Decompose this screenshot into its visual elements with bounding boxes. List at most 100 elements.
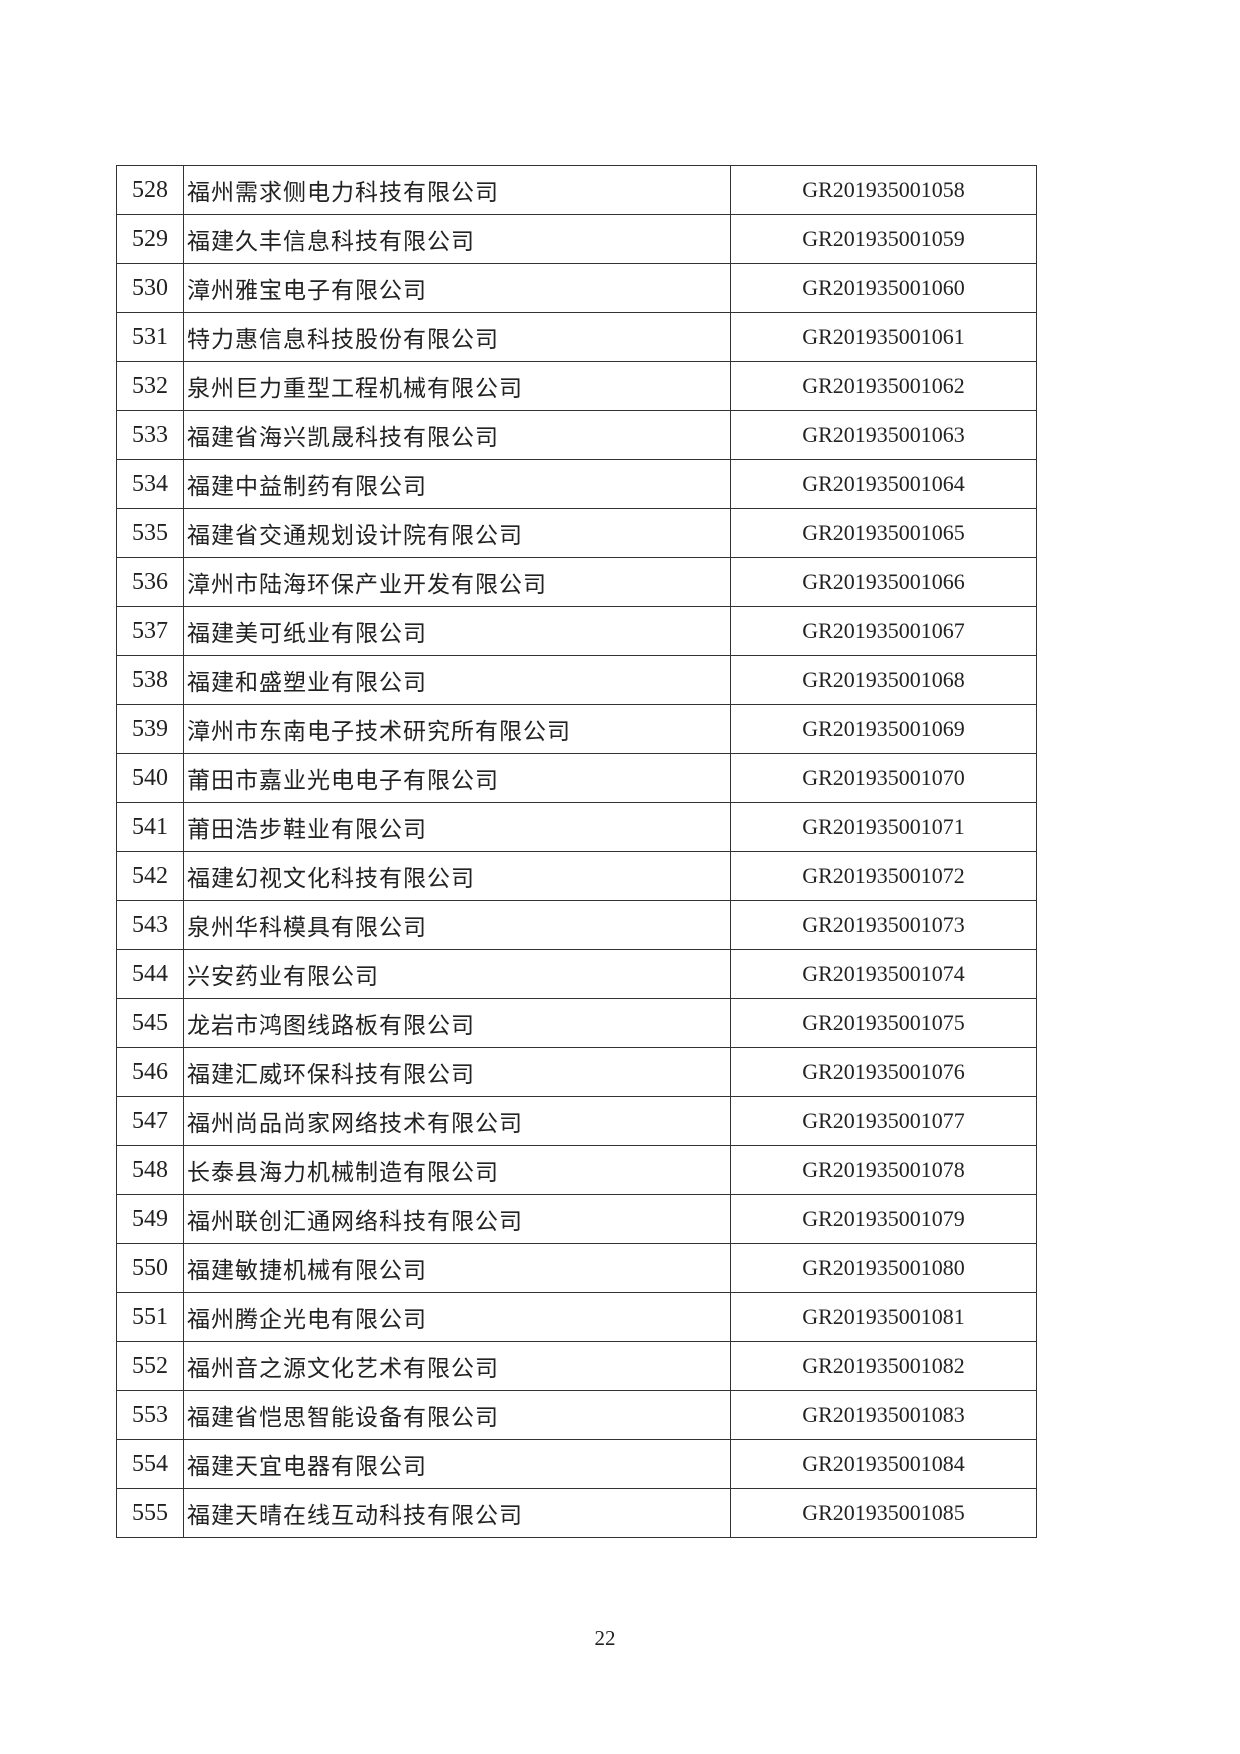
row-number: 549 — [116, 1194, 184, 1244]
company-name: 福州尚品尚家网络技术有限公司 — [183, 1096, 731, 1146]
company-name: 福建省交通规划设计院有限公司 — [183, 508, 731, 558]
table-row: 538 福建和盛塑业有限公司 GR201935001068 — [116, 655, 1037, 705]
table-row: 535 福建省交通规划设计院有限公司 GR201935001065 — [116, 508, 1037, 558]
certificate-code: GR201935001072 — [730, 851, 1037, 901]
certificate-code: GR201935001059 — [730, 214, 1037, 264]
certificate-code: GR201935001075 — [730, 998, 1037, 1048]
certificate-code: GR201935001085 — [730, 1488, 1037, 1538]
table-row: 551 福州腾企光电有限公司 GR201935001081 — [116, 1292, 1037, 1342]
company-name: 长泰县海力机械制造有限公司 — [183, 1145, 731, 1195]
certificate-code: GR201935001081 — [730, 1292, 1037, 1342]
row-number: 535 — [116, 508, 184, 558]
company-name: 福建汇威环保科技有限公司 — [183, 1047, 731, 1097]
table-row: 529 福建久丰信息科技有限公司 GR201935001059 — [116, 214, 1037, 264]
certificate-code: GR201935001071 — [730, 802, 1037, 852]
table-row: 545 龙岩市鸿图线路板有限公司 GR201935001075 — [116, 998, 1037, 1048]
company-name: 福州音之源文化艺术有限公司 — [183, 1341, 731, 1391]
table-row: 555 福建天晴在线互动科技有限公司 GR201935001085 — [116, 1488, 1037, 1538]
row-number: 554 — [116, 1439, 184, 1489]
table-row: 549 福州联创汇通网络科技有限公司 GR201935001079 — [116, 1194, 1037, 1244]
row-number: 545 — [116, 998, 184, 1048]
row-number: 539 — [116, 704, 184, 754]
certificate-code: GR201935001065 — [730, 508, 1037, 558]
row-number: 542 — [116, 851, 184, 901]
company-name: 福州需求侧电力科技有限公司 — [183, 165, 731, 215]
table-row: 552 福州音之源文化艺术有限公司 GR201935001082 — [116, 1341, 1037, 1391]
company-name: 漳州市东南电子技术研究所有限公司 — [183, 704, 731, 754]
table-row: 548 长泰县海力机械制造有限公司 GR201935001078 — [116, 1145, 1037, 1195]
certificate-code: GR201935001058 — [730, 165, 1037, 215]
row-number: 538 — [116, 655, 184, 705]
table-row: 539 漳州市东南电子技术研究所有限公司 GR201935001069 — [116, 704, 1037, 754]
certificate-code: GR201935001073 — [730, 900, 1037, 950]
table-row: 531 特力惠信息科技股份有限公司 GR201935001061 — [116, 312, 1037, 362]
row-number: 530 — [116, 263, 184, 313]
table-row: 542 福建幻视文化科技有限公司 GR201935001072 — [116, 851, 1037, 901]
table-row: 544 兴安药业有限公司 GR201935001074 — [116, 949, 1037, 999]
table-row: 541 莆田浩步鞋业有限公司 GR201935001071 — [116, 802, 1037, 852]
certificate-code: GR201935001066 — [730, 557, 1037, 607]
table-row: 553 福建省恺思智能设备有限公司 GR201935001083 — [116, 1390, 1037, 1440]
table-row: 528 福州需求侧电力科技有限公司 GR201935001058 — [116, 165, 1037, 215]
company-name: 福州联创汇通网络科技有限公司 — [183, 1194, 731, 1244]
table-row: 540 莆田市嘉业光电电子有限公司 GR201935001070 — [116, 753, 1037, 803]
company-name: 兴安药业有限公司 — [183, 949, 731, 999]
company-name: 莆田浩步鞋业有限公司 — [183, 802, 731, 852]
row-number: 555 — [116, 1488, 184, 1538]
certificate-code: GR201935001082 — [730, 1341, 1037, 1391]
company-name: 漳州雅宝电子有限公司 — [183, 263, 731, 313]
row-number: 553 — [116, 1390, 184, 1440]
row-number: 533 — [116, 410, 184, 460]
table-row: 537 福建美可纸业有限公司 GR201935001067 — [116, 606, 1037, 656]
certificate-code: GR201935001063 — [730, 410, 1037, 460]
company-name: 福建中益制药有限公司 — [183, 459, 731, 509]
certificate-code: GR201935001070 — [730, 753, 1037, 803]
table-row: 550 福建敏捷机械有限公司 GR201935001080 — [116, 1243, 1037, 1293]
row-number: 532 — [116, 361, 184, 411]
company-name: 福建省恺思智能设备有限公司 — [183, 1390, 731, 1440]
table-row: 533 福建省海兴凯晟科技有限公司 GR201935001063 — [116, 410, 1037, 460]
certificate-code: GR201935001062 — [730, 361, 1037, 411]
company-name: 福建天晴在线互动科技有限公司 — [183, 1488, 731, 1538]
table-row: 543 泉州华科模具有限公司 GR201935001073 — [116, 900, 1037, 950]
certificate-code: GR201935001080 — [730, 1243, 1037, 1293]
company-name: 福建省海兴凯晟科技有限公司 — [183, 410, 731, 460]
row-number: 534 — [116, 459, 184, 509]
table-row: 534 福建中益制药有限公司 GR201935001064 — [116, 459, 1037, 509]
row-number: 548 — [116, 1145, 184, 1195]
certificate-code: GR201935001061 — [730, 312, 1037, 362]
company-name: 福建和盛塑业有限公司 — [183, 655, 731, 705]
row-number: 552 — [116, 1341, 184, 1391]
company-name: 漳州市陆海环保产业开发有限公司 — [183, 557, 731, 607]
table-row: 536 漳州市陆海环保产业开发有限公司 GR201935001066 — [116, 557, 1037, 607]
row-number: 536 — [116, 557, 184, 607]
company-name: 福建美可纸业有限公司 — [183, 606, 731, 656]
company-name: 龙岩市鸿图线路板有限公司 — [183, 998, 731, 1048]
company-name: 福建久丰信息科技有限公司 — [183, 214, 731, 264]
page-number: 22 — [594, 1626, 616, 1650]
table-row: 547 福州尚品尚家网络技术有限公司 GR201935001077 — [116, 1096, 1037, 1146]
certificate-code: GR201935001060 — [730, 263, 1037, 313]
certificate-code: GR201935001069 — [730, 704, 1037, 754]
row-number: 544 — [116, 949, 184, 999]
row-number: 547 — [116, 1096, 184, 1146]
company-name: 特力惠信息科技股份有限公司 — [183, 312, 731, 362]
row-number: 546 — [116, 1047, 184, 1097]
certificate-code: GR201935001067 — [730, 606, 1037, 656]
row-number: 540 — [116, 753, 184, 803]
row-number: 529 — [116, 214, 184, 264]
certificate-code: GR201935001083 — [730, 1390, 1037, 1440]
company-name: 泉州华科模具有限公司 — [183, 900, 731, 950]
table-row: 554 福建天宜电器有限公司 GR201935001084 — [116, 1439, 1037, 1489]
certificate-code: GR201935001068 — [730, 655, 1037, 705]
row-number: 541 — [116, 802, 184, 852]
table-row: 530 漳州雅宝电子有限公司 GR201935001060 — [116, 263, 1037, 313]
row-number: 543 — [116, 900, 184, 950]
company-name: 福建敏捷机械有限公司 — [183, 1243, 731, 1293]
certificate-code: GR201935001079 — [730, 1194, 1037, 1244]
company-table: 528 福州需求侧电力科技有限公司 GR201935001058 529 福建久丰信息科… — [116, 165, 1037, 1538]
certificate-code: GR201935001084 — [730, 1439, 1037, 1489]
row-number: 537 — [116, 606, 184, 656]
company-name: 泉州巨力重型工程机械有限公司 — [183, 361, 731, 411]
certificate-code: GR201935001078 — [730, 1145, 1037, 1195]
